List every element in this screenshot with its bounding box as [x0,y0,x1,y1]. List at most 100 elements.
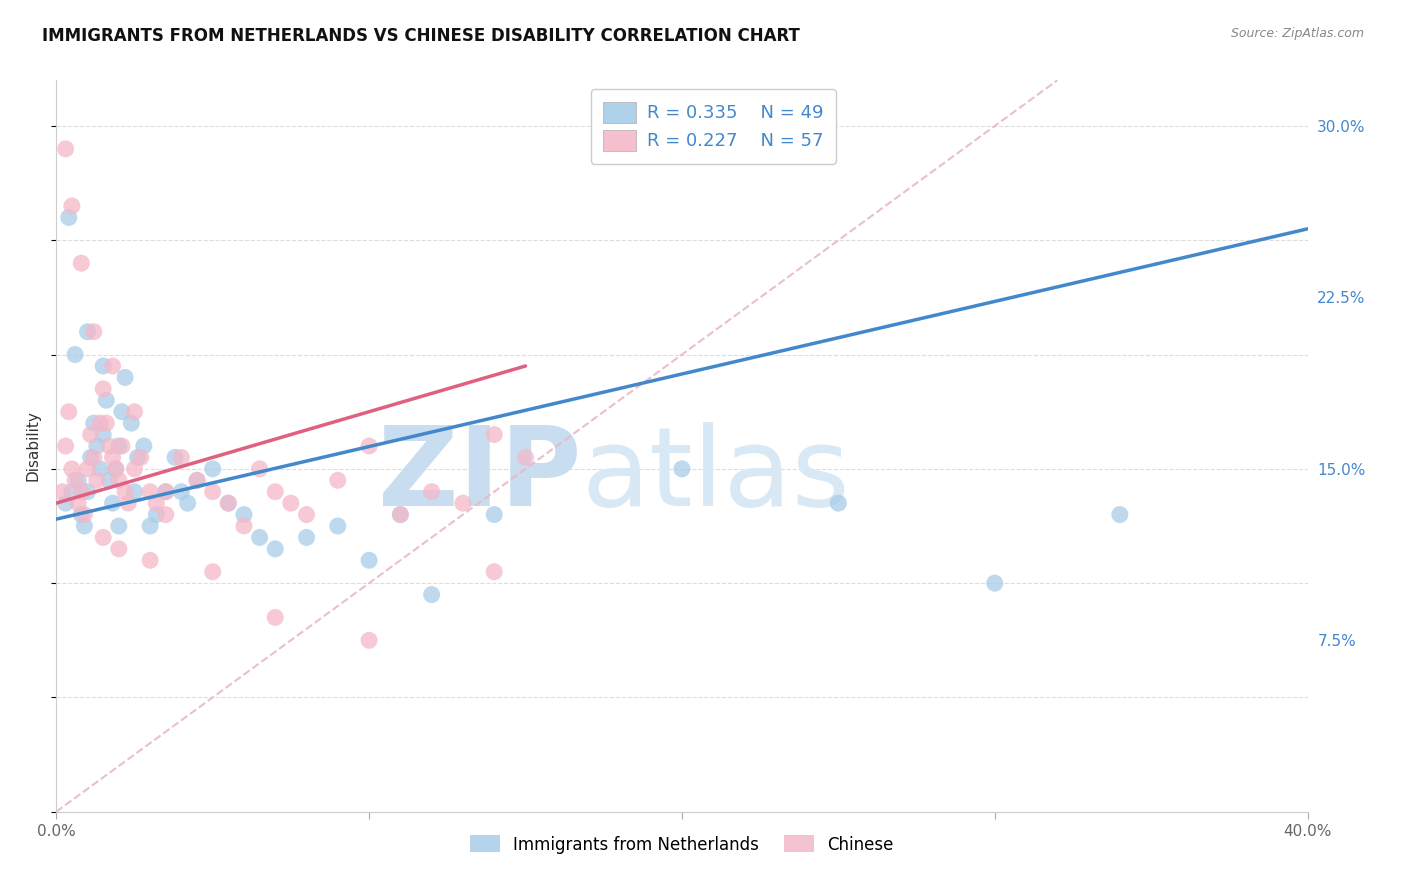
Point [170,450,193,465]
Point [91,382,114,396]
Text: IMMIGRANTS FROM NETHERLANDS VS CHINESE DISABILITY CORRELATION CHART: IMMIGRANTS FROM NETHERLANDS VS CHINESE D… [42,27,800,45]
Point [127,450,149,465]
Point [70,484,93,499]
Text: Source: ZipAtlas.com: Source: ZipAtlas.com [1230,27,1364,40]
Point [451,496,474,510]
Point [67,473,90,487]
Point [60,199,83,213]
Point [83,416,105,430]
Point [111,439,134,453]
Point [86,473,108,487]
Y-axis label: Disability: Disability [25,410,41,482]
Point [96,416,118,430]
Point [124,405,146,419]
Point [70,256,93,270]
Point [60,484,83,499]
Point [55,142,77,156]
Point [76,484,98,499]
Point [984,576,1007,591]
Point [827,496,849,510]
Point [89,462,111,476]
Point [155,484,177,499]
Point [484,427,506,442]
Point [186,473,208,487]
Point [117,496,139,510]
Point [120,416,142,430]
Point [96,393,118,408]
Point [280,496,302,510]
Point [73,519,96,533]
Point [515,450,537,465]
Point [76,325,98,339]
Point [217,496,239,510]
Point [201,462,224,476]
Point [70,508,93,522]
Point [86,439,108,453]
Point [139,553,162,567]
Point [484,508,506,522]
Point [79,450,101,465]
Point [295,508,318,522]
Point [233,508,256,522]
Point [139,484,162,499]
Point [264,541,287,556]
Point [186,473,208,487]
Point [98,473,121,487]
Point [51,484,73,499]
Point [420,484,443,499]
Point [155,484,177,499]
Point [201,484,224,499]
Point [155,508,177,522]
Point [170,484,193,499]
Point [67,496,90,510]
Point [108,519,131,533]
Point [79,427,101,442]
Point [89,416,111,430]
Point [359,633,381,648]
Point [326,473,349,487]
Point [76,462,98,476]
Legend: Immigrants from Netherlands, Chinese: Immigrants from Netherlands, Chinese [461,827,903,862]
Point [63,473,86,487]
Point [60,462,83,476]
Point [165,450,187,465]
Point [58,211,80,225]
Point [389,508,412,522]
Point [233,519,256,533]
Point [104,462,127,476]
Point [484,565,506,579]
Point [91,359,114,373]
Point [83,325,105,339]
Point [359,439,381,453]
Point [139,519,162,533]
Point [1109,508,1132,522]
Point [124,484,146,499]
Point [249,530,271,544]
Point [389,508,412,522]
Point [111,405,134,419]
Point [326,519,349,533]
Point [420,588,443,602]
Point [101,450,124,465]
Point [63,347,86,362]
Point [129,450,152,465]
Point [108,541,131,556]
Point [145,496,167,510]
Point [101,359,124,373]
Point [108,473,131,487]
Point [295,530,318,544]
Point [132,439,155,453]
Point [55,496,77,510]
Point [98,439,121,453]
Point [73,508,96,522]
Point [359,553,381,567]
Point [114,370,136,384]
Text: ZIP: ZIP [378,422,582,529]
Text: atlas: atlas [582,422,851,529]
Point [104,462,127,476]
Point [83,450,105,465]
Point [264,484,287,499]
Point [91,530,114,544]
Point [124,462,146,476]
Point [217,496,239,510]
